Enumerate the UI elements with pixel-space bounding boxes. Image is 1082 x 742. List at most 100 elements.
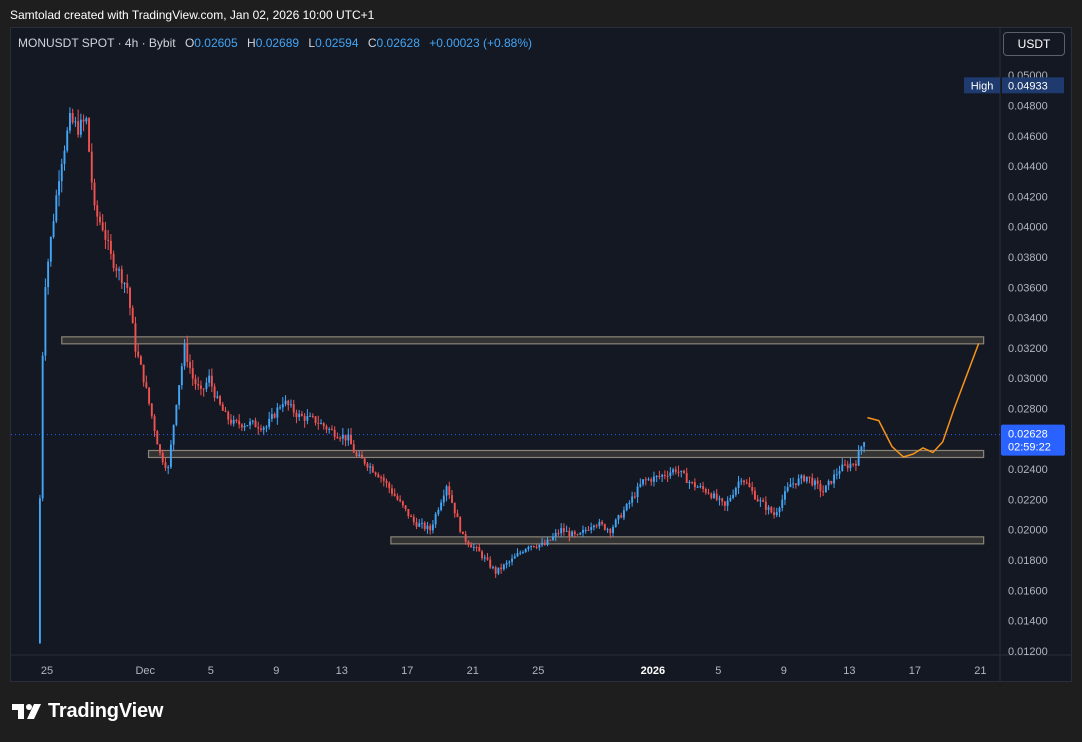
candle-body bbox=[636, 486, 639, 498]
candle-body bbox=[66, 130, 69, 151]
time-axis-label: 5 bbox=[208, 665, 214, 677]
candle-body bbox=[47, 261, 50, 288]
candle-body bbox=[532, 545, 535, 547]
candle-body bbox=[382, 477, 385, 481]
candle-body bbox=[483, 557, 486, 559]
candle-body bbox=[254, 420, 257, 428]
candle-body bbox=[524, 549, 527, 553]
time-axis-label: 9 bbox=[781, 665, 787, 677]
candle-body bbox=[833, 474, 836, 484]
candle-body bbox=[238, 420, 241, 425]
candle-body bbox=[202, 388, 205, 390]
candle-body bbox=[661, 474, 664, 477]
change-value: +0.00023 (+0.88%) bbox=[429, 36, 532, 50]
price-axis-label: 0.01400 bbox=[1008, 616, 1048, 628]
projection-path[interactable] bbox=[867, 343, 980, 458]
symbol-label[interactable]: MONUSDT SPOT · 4h · Bybit bbox=[18, 36, 176, 50]
price-axis-label: 0.03800 bbox=[1008, 252, 1048, 264]
candle-body bbox=[90, 151, 93, 183]
high-value: 0.02689 bbox=[255, 36, 300, 50]
candle-body bbox=[666, 475, 669, 477]
price-axis-label: 0.04000 bbox=[1008, 222, 1048, 234]
candle-body bbox=[562, 528, 565, 532]
time-axis-label: 21 bbox=[467, 665, 479, 677]
candle-body bbox=[208, 375, 211, 383]
support-resistance-zone[interactable] bbox=[147, 449, 985, 459]
candle-body bbox=[552, 536, 554, 540]
candle-body bbox=[718, 498, 721, 500]
candle-body bbox=[355, 452, 358, 456]
currency-button[interactable]: USDT bbox=[1003, 32, 1065, 56]
candle-body bbox=[592, 525, 595, 528]
candle-body bbox=[243, 425, 246, 428]
time-axis-label: 5 bbox=[715, 665, 721, 677]
candle-body bbox=[631, 496, 634, 503]
candle-body bbox=[595, 525, 598, 527]
candle-body bbox=[300, 413, 303, 416]
close-value: 0.02628 bbox=[376, 36, 420, 50]
support-resistance-zone[interactable] bbox=[390, 536, 985, 545]
candle-body bbox=[852, 463, 855, 465]
candle-body bbox=[672, 469, 675, 473]
price-axis-label: 0.04600 bbox=[1008, 131, 1048, 143]
candle-body bbox=[710, 493, 713, 498]
candle-body bbox=[393, 493, 396, 496]
candle-body bbox=[262, 427, 265, 430]
price-axis-label: 0.04800 bbox=[1008, 100, 1048, 112]
high-key: H bbox=[247, 36, 256, 50]
candle-body bbox=[653, 476, 655, 482]
candle-body bbox=[131, 307, 134, 324]
candle-body bbox=[775, 512, 778, 516]
time-axis-label: 25 bbox=[41, 665, 53, 677]
candle-body bbox=[216, 396, 219, 398]
tradingview-logo[interactable]: TradingView bbox=[12, 700, 163, 723]
candle-body bbox=[759, 500, 762, 502]
candle-body bbox=[805, 476, 808, 482]
candle-body bbox=[101, 222, 104, 231]
candle-body bbox=[404, 505, 407, 509]
candle-body bbox=[107, 239, 110, 241]
candle-body bbox=[505, 562, 508, 565]
candle-body bbox=[590, 527, 593, 530]
candle-body bbox=[314, 416, 317, 423]
candle-body bbox=[423, 522, 426, 530]
candle-body bbox=[429, 525, 432, 531]
candle-body bbox=[617, 515, 620, 520]
time-axis-label: 25 bbox=[532, 665, 544, 677]
candle-body bbox=[156, 431, 159, 445]
candle-body bbox=[303, 415, 306, 421]
candle-body bbox=[210, 375, 213, 387]
candle-body bbox=[830, 480, 833, 484]
candle-body bbox=[642, 479, 644, 485]
candle-body bbox=[535, 546, 538, 548]
candle-body bbox=[371, 466, 374, 473]
candle-body bbox=[347, 434, 350, 441]
candle-body bbox=[824, 485, 827, 493]
candle-body bbox=[846, 464, 849, 469]
candle-body bbox=[213, 386, 216, 398]
candle-body bbox=[453, 502, 456, 514]
candle-body bbox=[71, 113, 74, 123]
candle-body bbox=[494, 567, 497, 574]
candle-body bbox=[723, 501, 726, 506]
candle-body bbox=[96, 205, 99, 217]
candle-body bbox=[576, 534, 579, 536]
candle-body bbox=[579, 532, 582, 535]
support-resistance-zone[interactable] bbox=[61, 336, 985, 345]
candle-body bbox=[800, 475, 803, 479]
candle-body bbox=[841, 464, 844, 472]
candle-body bbox=[276, 407, 279, 418]
candle-body bbox=[93, 182, 96, 206]
candle-body bbox=[68, 113, 71, 131]
candle-body bbox=[500, 567, 503, 570]
candle-body bbox=[729, 498, 732, 501]
candle-body bbox=[298, 413, 301, 418]
candle-body bbox=[456, 513, 459, 518]
price-axis-label: 0.02000 bbox=[1008, 525, 1048, 537]
candle-body bbox=[715, 493, 718, 500]
candle-body bbox=[172, 424, 175, 445]
candle-body bbox=[159, 444, 161, 453]
candle-body bbox=[489, 559, 492, 568]
candle-body bbox=[426, 525, 429, 530]
